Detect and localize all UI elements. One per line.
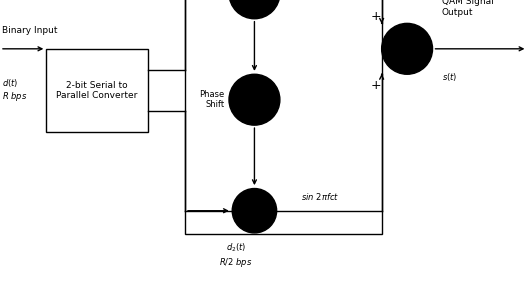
Circle shape xyxy=(229,0,280,19)
Text: $d(t)$
$R\ bps$: $d(t)$ $R\ bps$ xyxy=(2,76,28,103)
Circle shape xyxy=(232,188,277,233)
Text: $\Sigma$: $\Sigma$ xyxy=(402,41,412,57)
Text: QAM Signal
Output: QAM Signal Output xyxy=(442,0,494,17)
Text: $-\pi/2$: $-\pi/2$ xyxy=(244,94,265,105)
Text: +: + xyxy=(371,10,381,23)
Text: $s(t)$: $s(t)$ xyxy=(442,71,457,83)
Bar xyxy=(185,0,381,234)
Bar xyxy=(46,49,148,132)
Circle shape xyxy=(229,74,280,125)
Text: $d_2(t)$
$R/2\ bps$: $d_2(t)$ $R/2\ bps$ xyxy=(219,241,253,268)
Circle shape xyxy=(381,24,433,74)
Text: 2-bit Serial to
Parallel Converter: 2-bit Serial to Parallel Converter xyxy=(56,81,138,100)
Text: Binary Input: Binary Input xyxy=(2,26,58,35)
Text: $sin\ 2\pi fct$: $sin\ 2\pi fct$ xyxy=(301,191,339,202)
Text: +: + xyxy=(371,79,381,92)
Text: Phase
Shift: Phase Shift xyxy=(199,90,225,109)
